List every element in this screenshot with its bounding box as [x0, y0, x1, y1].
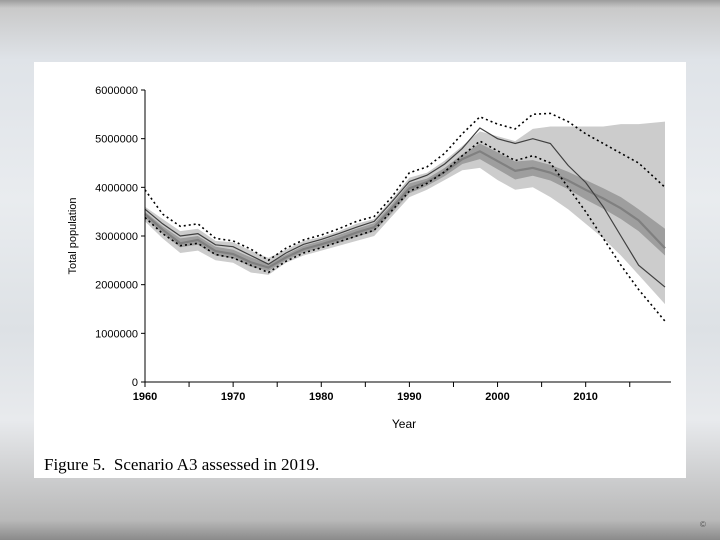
- x-axis-label: Year: [392, 417, 416, 431]
- x-tick-label: 1960: [133, 391, 157, 403]
- x-tick-label: 1990: [397, 391, 421, 403]
- population-chart: 0 1000000 2000000 3000000 4000000 5000000 6000…: [34, 62, 686, 478]
- series-line-trajectory: [144, 127, 666, 288]
- y-tick-label: 2000000: [95, 280, 138, 292]
- y-tick-label: 1000000: [95, 328, 138, 340]
- figure-caption: Figure 5. Scenario A3 assessed in 2019.: [44, 455, 320, 474]
- y-tick-label: 0: [132, 377, 138, 389]
- figure-panel: 0 1000000 2000000 3000000 4000000 5000000 6000…: [34, 62, 686, 478]
- series-line-median: [144, 150, 666, 269]
- inner-uncertainty-band: [145, 143, 665, 271]
- y-axis-label: Total population: [67, 197, 79, 274]
- x-tick-label: 1970: [221, 391, 245, 403]
- copyright-mark: ©: [700, 520, 706, 529]
- series-line-dotted_lower: [144, 140, 666, 322]
- y-tick-label: 6000000: [95, 85, 138, 97]
- x-tick-label: 2000: [485, 391, 509, 403]
- y-tick-label: 4000000: [95, 182, 138, 194]
- x-tick-label: 1980: [309, 391, 333, 403]
- y-tick-label: 5000000: [95, 134, 138, 146]
- y-tick-label: 3000000: [95, 231, 138, 243]
- series-line-dotted_upper: [144, 112, 666, 262]
- x-tick-label: 2010: [573, 391, 597, 403]
